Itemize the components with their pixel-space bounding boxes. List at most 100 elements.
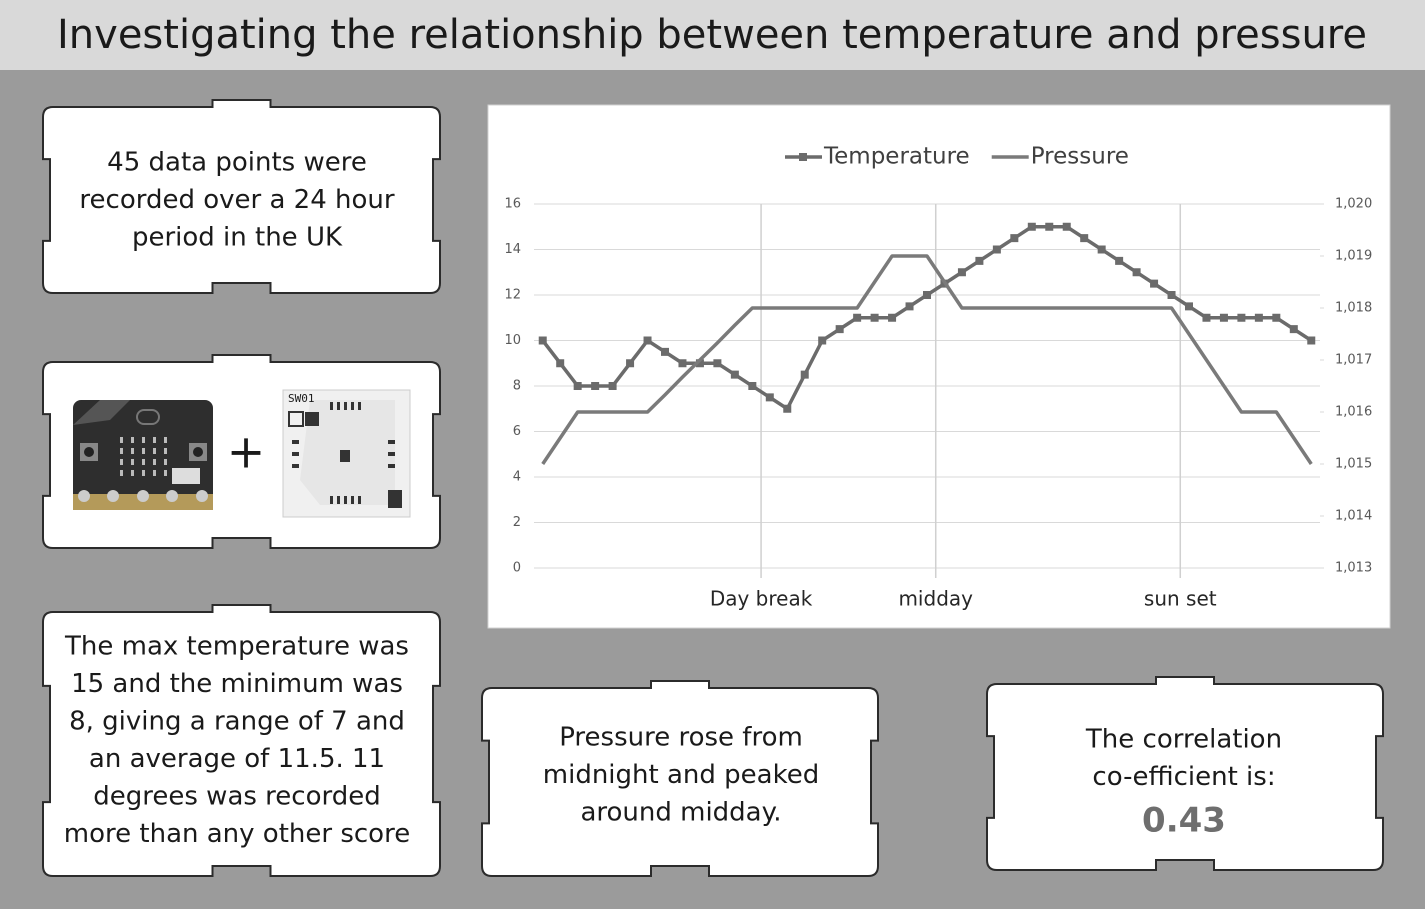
legend-marker <box>799 153 807 161</box>
data-point <box>573 382 582 390</box>
title-bar <box>0 0 1425 70</box>
data-point <box>905 302 914 311</box>
info-box <box>481 680 879 877</box>
box-text-line: midnight and peaked <box>543 760 819 790</box>
y2-tick-label: 1,015 <box>1335 457 1372 472</box>
y-tick-label: 4 <box>513 470 521 485</box>
legend-label: Temperature <box>823 144 970 170</box>
info-box <box>42 99 441 294</box>
y-tick-label: 12 <box>504 288 521 303</box>
box-text-line: 15 and the minimum was <box>71 669 403 699</box>
data-point <box>1254 313 1263 322</box>
box-text-line: 8, giving a range of 7 and <box>69 707 405 737</box>
box-text-line: 45 data points were <box>107 148 367 178</box>
data-point <box>1289 325 1298 334</box>
data-point <box>1150 279 1159 288</box>
y2-tick-label: 1,019 <box>1335 249 1372 264</box>
text-block: The correlation co-efficient is: <box>1085 725 1282 793</box>
y-tick-label: 8 <box>513 379 521 394</box>
box-text-line: more than any other score <box>64 819 410 849</box>
sensor-label: SW01 <box>288 392 315 405</box>
correlation-value: 0.43 <box>1142 801 1226 841</box>
y2-tick-label: 1,014 <box>1335 509 1372 524</box>
data-point <box>1062 222 1071 231</box>
data-point <box>923 291 931 299</box>
data-point <box>1185 302 1193 311</box>
data-point <box>556 359 565 368</box>
y-tick-label: 6 <box>513 424 521 439</box>
x-tick-label: Day break <box>710 587 813 611</box>
data-point <box>1202 313 1211 322</box>
data-point <box>835 325 844 334</box>
data-point <box>1132 268 1141 277</box>
data-point <box>1167 291 1176 299</box>
plus-sign: + <box>227 425 266 479</box>
chart: 0 2 4 6 8 10 12 14 16 1,013 1,014 1,015 1,016 1,017 1,… <box>504 144 1372 611</box>
data-point <box>765 393 774 402</box>
box-text-line: recorded over a 24 hour <box>79 185 394 215</box>
y-tick-label: 2 <box>513 515 521 530</box>
data-point <box>643 336 652 345</box>
box-text-line: period in the UK <box>132 223 343 253</box>
box-text-line: The max temperature was <box>64 632 409 662</box>
data-point <box>1115 256 1124 265</box>
data-point <box>800 370 809 379</box>
series-line <box>541 254 1313 465</box>
data-point <box>853 313 862 322</box>
box-text-line: around midday. <box>580 798 781 828</box>
data-point <box>608 382 617 390</box>
data-point <box>818 336 827 345</box>
y2-tick-label: 1,016 <box>1335 405 1372 420</box>
y2-tick-label: 1,017 <box>1335 353 1372 368</box>
box-text-line: The correlation <box>1085 725 1282 755</box>
data-point <box>783 404 792 413</box>
data-point <box>992 245 1001 254</box>
box-text-line: Pressure rose from <box>559 723 803 753</box>
data-point <box>975 256 984 265</box>
data-point <box>1045 222 1054 231</box>
y2-tick-label: 1,020 <box>1335 197 1372 212</box>
data-point <box>1307 336 1316 345</box>
info-box <box>986 676 1384 871</box>
y-tick-label: 10 <box>504 333 521 348</box>
legend-label: Pressure <box>1031 144 1129 170</box>
text-block: 45 data points were recorded over a 24 ho… <box>79 148 394 253</box>
y-tick-label: 0 <box>513 561 521 576</box>
box-text-line: degrees was recorded <box>93 782 381 812</box>
data-point <box>626 359 635 368</box>
y2-tick-label: 1,018 <box>1335 301 1372 316</box>
text-block: The max temperature was 15 and the minimu… <box>64 632 410 850</box>
x-tick-label: sun set <box>1144 587 1217 611</box>
sensor-image: SW01 <box>282 389 411 518</box>
data-point <box>1097 245 1106 254</box>
x-tick-label: midday <box>898 587 973 611</box>
box-text-line: an average of 11.5. 11 <box>89 744 385 774</box>
data-point <box>957 268 966 277</box>
info-box <box>42 604 441 877</box>
data-point <box>1080 234 1089 243</box>
y-tick-label: 16 <box>504 197 521 212</box>
data-point <box>661 347 669 356</box>
data-point <box>888 313 897 322</box>
data-point <box>695 359 704 368</box>
microbit-image <box>73 400 213 510</box>
data-point <box>1010 234 1019 243</box>
data-point <box>1272 313 1281 322</box>
data-point <box>678 359 687 368</box>
data-point <box>1219 313 1228 322</box>
data-point <box>730 370 739 379</box>
data-point <box>748 382 757 390</box>
data-point <box>870 313 879 322</box>
data-point <box>591 382 600 390</box>
data-point <box>1237 313 1246 322</box>
text-block: Pressure rose from midnight and peaked aro… <box>543 723 819 828</box>
page-title: Investigating the relationship between t… <box>57 12 1367 58</box>
chart-area <box>487 104 1391 629</box>
data-point <box>713 359 722 368</box>
box-text-line: co-efficient is: <box>1092 762 1275 792</box>
data-point <box>1027 222 1036 231</box>
data-point <box>538 336 547 345</box>
y2-tick-label: 1,013 <box>1335 561 1372 576</box>
y-tick-label: 14 <box>504 242 521 257</box>
